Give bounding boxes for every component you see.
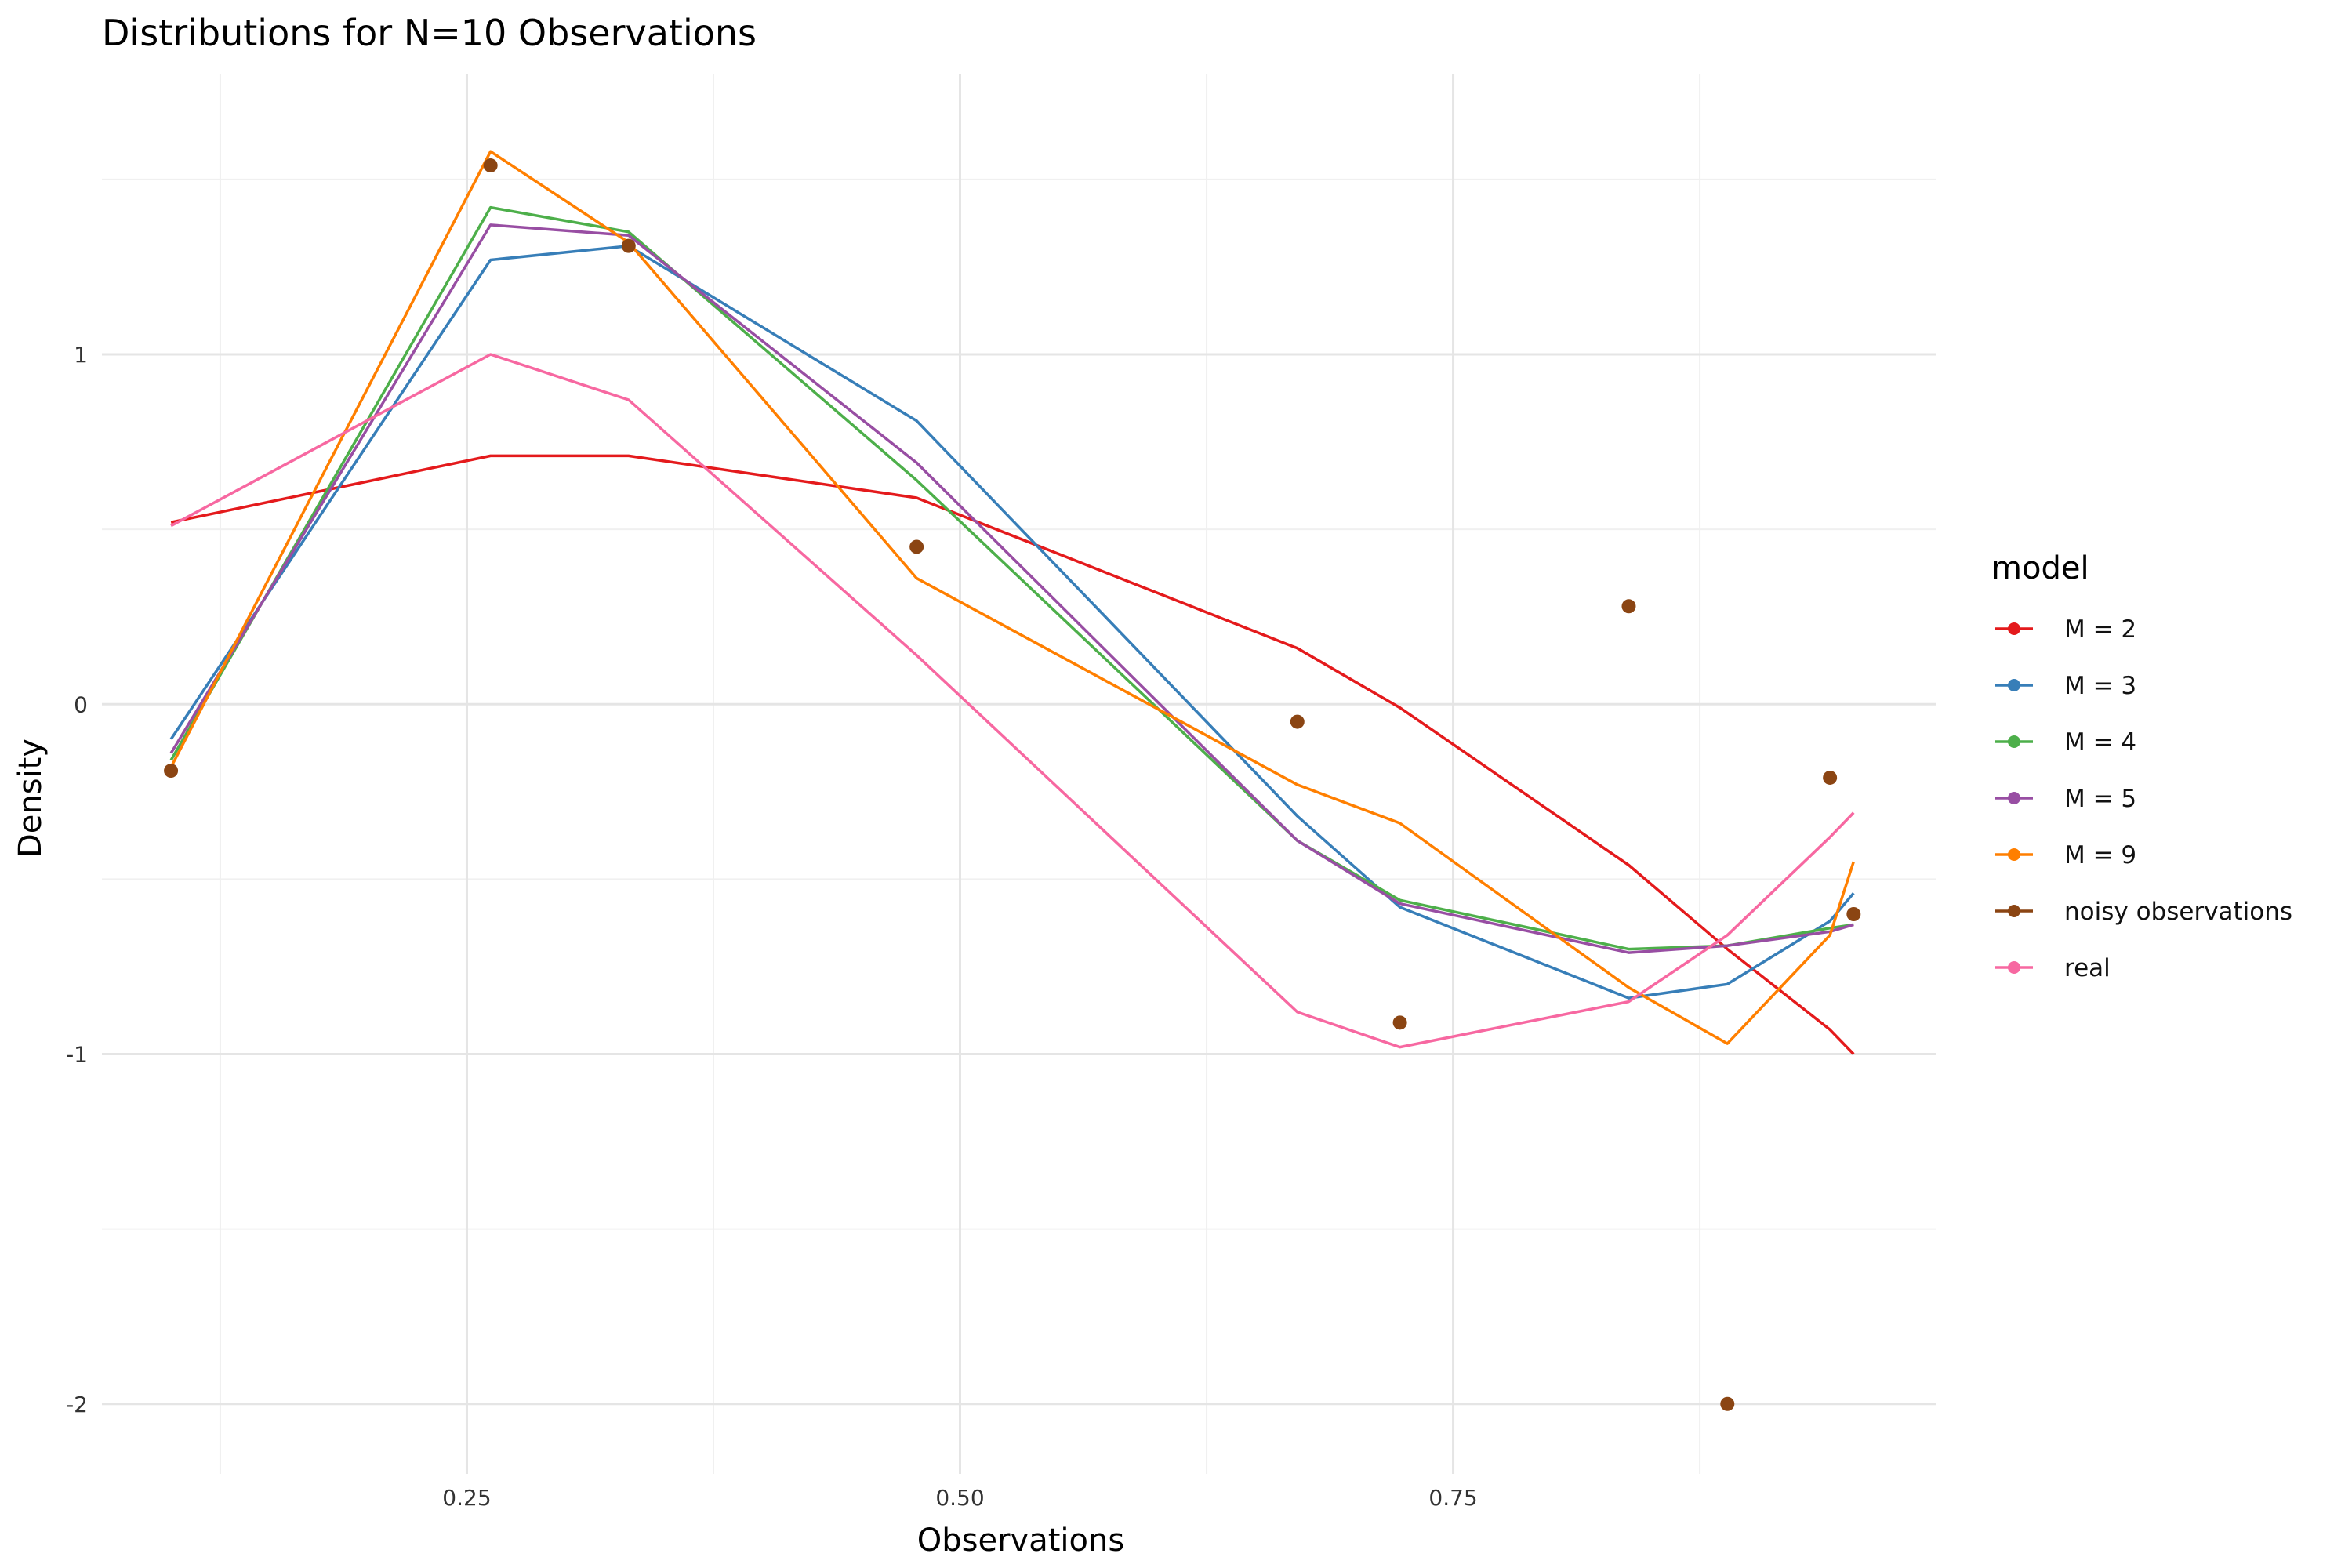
series-line xyxy=(169,223,1854,954)
data-point xyxy=(621,238,636,253)
chart-title: Distributions for N=10 Observations xyxy=(102,12,757,54)
legend-title: model xyxy=(1991,550,2089,586)
legend-key-point xyxy=(2008,905,2020,917)
x-tick-label: 0.25 xyxy=(442,1485,491,1511)
grid xyxy=(102,74,1936,1474)
data-point xyxy=(164,764,179,779)
series-line xyxy=(170,353,1855,1049)
series-layer xyxy=(164,150,1861,1411)
y-tick-label: -1 xyxy=(66,1042,88,1068)
legend-key-point xyxy=(2008,735,2020,748)
legend-label: M = 5 xyxy=(2064,785,2136,813)
series-line xyxy=(169,244,1855,1000)
legend-label: real xyxy=(2064,954,2111,982)
legend-label: M = 4 xyxy=(2064,728,2136,757)
legend: model M = 2 M = 3 M = 4 M = 5 M = 9 noisy obs… xyxy=(1991,550,2292,982)
y-axis-title: Density xyxy=(13,739,49,858)
legend-key-point xyxy=(2008,848,2020,861)
legend-key-point xyxy=(2008,622,2020,635)
legend-items: M = 2 M = 3 M = 4 M = 5 M = 9 noisy observati… xyxy=(1995,615,2292,982)
legend-key-point xyxy=(2008,679,2020,691)
data-point xyxy=(1823,770,1838,785)
y-tick-label: -2 xyxy=(66,1392,88,1417)
legend-label: M = 2 xyxy=(2064,615,2136,644)
x-tick-label: 0.50 xyxy=(935,1485,984,1511)
x-axis-title: Observations xyxy=(917,1523,1124,1559)
y-tick-label: 1 xyxy=(74,342,88,368)
legend-label: M = 3 xyxy=(2064,672,2136,700)
y-tick-label: 0 xyxy=(74,691,88,717)
series-line xyxy=(169,150,1855,1045)
data-point xyxy=(483,158,498,173)
series-line xyxy=(170,454,1855,1055)
y-axis-ticks: 1 0 -1 -2 xyxy=(66,342,88,1417)
data-point xyxy=(1621,599,1636,614)
data-point xyxy=(909,539,924,554)
legend-label: noisy observations xyxy=(2064,898,2292,926)
data-point xyxy=(1846,907,1861,921)
data-point xyxy=(1290,714,1305,729)
data-point xyxy=(1392,1015,1407,1030)
legend-key-point xyxy=(2008,961,2020,974)
legend-key-point xyxy=(2008,792,2020,804)
x-axis-ticks: 0.25 0.50 0.75 xyxy=(442,1485,1477,1511)
series-line xyxy=(169,205,1854,951)
x-tick-label: 0.75 xyxy=(1428,1485,1477,1511)
legend-label: M = 9 xyxy=(2064,841,2136,869)
data-point xyxy=(1720,1396,1735,1411)
